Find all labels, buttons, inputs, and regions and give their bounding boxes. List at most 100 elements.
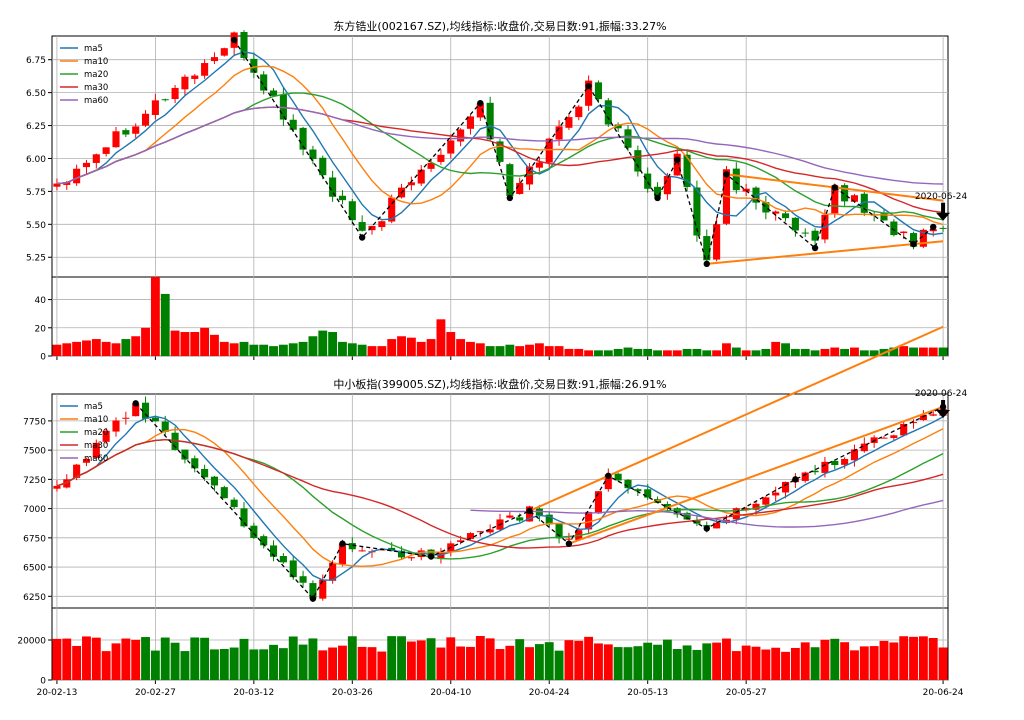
volume-bar	[338, 645, 347, 680]
candle-body	[92, 442, 100, 458]
candle-body	[151, 417, 159, 422]
volume-bar	[810, 350, 820, 356]
candle-body	[506, 515, 514, 518]
candle-body	[565, 538, 573, 540]
candle-body	[141, 113, 150, 126]
candle-body	[181, 449, 189, 460]
candle-body	[634, 489, 642, 492]
volume-bar	[62, 638, 72, 680]
volume-bar	[426, 339, 436, 356]
zigzag-point	[831, 184, 838, 191]
legend-label-ma60: ma60	[84, 96, 108, 106]
volume-bar	[239, 638, 249, 680]
volume-bar	[495, 649, 505, 680]
volume-bar	[150, 277, 160, 356]
candle-body	[358, 222, 366, 231]
volume-bar	[544, 346, 554, 356]
candle-body	[348, 201, 356, 221]
candle-body	[388, 197, 396, 222]
candle-body	[831, 185, 839, 214]
candle-body	[132, 126, 140, 134]
legend-label-ma10: ma10	[84, 415, 108, 425]
candle-body	[417, 169, 425, 184]
volume-bar	[584, 636, 594, 680]
candle-body	[260, 536, 268, 546]
zigzag-point	[674, 156, 681, 163]
volume-bar	[672, 649, 682, 680]
volume-bar	[82, 636, 91, 680]
volume-bar	[308, 336, 318, 356]
volume-bar	[613, 348, 623, 356]
volume-bar	[446, 637, 456, 680]
volume-bar	[653, 350, 662, 356]
ma5-line	[56, 51, 944, 236]
candle-body	[890, 435, 898, 438]
volume-bar	[790, 647, 800, 680]
candle-body	[161, 99, 169, 101]
volume-bar	[91, 637, 101, 680]
volume-bar	[850, 650, 859, 680]
volume-bar	[259, 649, 269, 680]
zigzag-point	[427, 553, 435, 560]
candle-body	[348, 543, 356, 550]
price-tick-label: 6.25	[26, 122, 46, 132]
volume-bar	[150, 650, 160, 680]
candle-body	[821, 461, 829, 473]
volume-bar	[91, 339, 101, 356]
zigzag-point	[477, 99, 484, 107]
zigzag-point	[930, 223, 937, 231]
volume-bar	[170, 642, 180, 680]
volume-bar	[564, 640, 574, 680]
candle-body	[683, 154, 691, 188]
volume-bar	[416, 341, 426, 356]
candle-body	[388, 547, 396, 551]
candle-body	[240, 508, 248, 527]
candle-body	[407, 557, 415, 559]
candle-body	[693, 187, 701, 236]
candle-body	[53, 183, 61, 187]
volume-bar	[820, 348, 830, 356]
volume-bar	[72, 645, 82, 680]
legend-label-ma60: ma60	[84, 454, 108, 464]
volume-bar	[751, 350, 761, 356]
volume-bar	[643, 642, 653, 680]
support-trendline	[568, 405, 944, 545]
volume-bar	[485, 346, 495, 356]
volume-bar	[131, 639, 141, 680]
candle-body	[132, 403, 140, 417]
volume-bar	[377, 346, 387, 356]
candle-body	[614, 473, 622, 481]
volume-bar	[525, 647, 534, 680]
volume-bar	[869, 646, 879, 680]
volume-bar	[101, 341, 111, 356]
volume-bar	[702, 643, 712, 680]
candle-body	[900, 231, 908, 234]
candle-body	[614, 124, 622, 129]
candle-body	[624, 129, 632, 148]
volume-bar	[141, 637, 150, 680]
volume-bar	[594, 350, 603, 356]
volume-bar	[594, 643, 603, 680]
candle-body	[407, 182, 415, 186]
volume-bar	[505, 344, 515, 356]
candle-body	[466, 533, 475, 539]
volume-bar	[219, 648, 229, 680]
candle-body	[772, 492, 780, 496]
ma30-line	[56, 438, 944, 549]
legend-label-ma5: ma5	[84, 402, 103, 412]
volume-bar	[623, 347, 633, 356]
candle-body	[850, 195, 859, 202]
volume-bar	[554, 346, 564, 356]
candle-body	[73, 464, 81, 478]
volume-bar	[160, 637, 170, 680]
candle-body	[457, 540, 465, 542]
volume-bar	[377, 651, 387, 680]
volume-bar	[495, 346, 505, 356]
volume-bar	[751, 646, 761, 680]
volume-bar	[761, 649, 771, 680]
candle-body	[801, 232, 809, 234]
candle-body	[841, 459, 849, 465]
zigzag-point	[910, 240, 917, 248]
volume-bar	[515, 346, 525, 356]
